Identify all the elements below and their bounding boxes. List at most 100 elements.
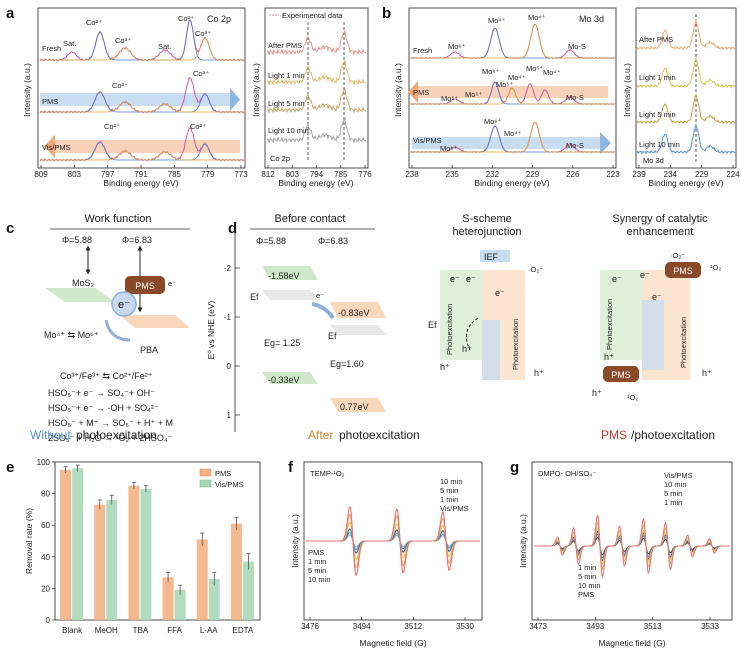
- panel-e-legend-vis-swatch: [199, 479, 212, 488]
- panel-e-ytick-label-4: 80: [41, 490, 50, 499]
- panel-b-x-tick-label-5: 223: [606, 170, 620, 179]
- panel-d-superoxide: ·O₂⁻: [528, 265, 543, 274]
- panel-g-xlabel: Magnetic field (G): [598, 638, 665, 648]
- panel-b2-xticks: 239 234 229 224: [632, 165, 740, 179]
- panel-d-synergy-h3: h⁺: [702, 368, 712, 378]
- panel-a-row-vispms: Vis/PMS: [42, 143, 71, 152]
- panel-a-vis-arrow-band: [55, 140, 240, 153]
- panel-f: f Intensity (a.u.) Magnetic field (G) TE…: [288, 459, 483, 648]
- panel-f-legend-top-2: 1 min: [440, 495, 458, 504]
- panel-a-x-tick-label-1: 803: [68, 170, 82, 179]
- panel-b2-trace-0: [636, 19, 736, 51]
- panel-f-title: TEMP-¹O₂: [310, 469, 345, 478]
- panel-f-legend-bottom-2: 5 min: [308, 566, 326, 575]
- panel-e-ytick-label-0: 0: [46, 616, 51, 625]
- panel-d-ylabel: E⁰ vs NHE (eV): [206, 301, 216, 360]
- panel-d-caption2-prefix: PMS: [601, 428, 627, 442]
- panel-e-xtick-label-5: EDTA: [233, 626, 254, 635]
- panel-a2-element-label: Co 2p: [270, 154, 290, 163]
- panel-b-row-pms: PMS: [413, 88, 429, 97]
- panel-b2-trace-1: [636, 57, 736, 89]
- panel-d-sscheme-interface: [482, 320, 500, 380]
- panel-g-x-tick-label-1: 3493: [586, 622, 604, 631]
- panel-c-pms-blob: [125, 276, 165, 294]
- panel-a2-spectra: [266, 29, 367, 145]
- panel-a-x-tick-label-6: 773: [234, 170, 248, 179]
- panel-c-eq2: HSO₅⁻+ e⁻ → ·OH + SO₄²⁻: [48, 403, 159, 413]
- panel-b-pms-arrow-band: [418, 86, 608, 98]
- panel-d-ef2: Ef: [328, 331, 337, 341]
- panel-a-annot-co3d: Co³⁺: [193, 69, 209, 78]
- panel-d-caption1-suffix: photoexcitation: [339, 428, 420, 442]
- panel-b-frame: [408, 7, 617, 169]
- panel-e-bar-vis-pms-5: [242, 561, 254, 620]
- panel-d-eg1: Eg= 1.25: [264, 338, 300, 348]
- panel-a-annot-co3b: Co³⁺: [195, 29, 211, 38]
- panel-a-x-tick-label-5: 779: [201, 170, 215, 179]
- panel-e-bar-pms-3: [162, 577, 174, 620]
- panel-e-xtick-label-4: L-AA: [200, 626, 218, 635]
- panel-e-ytick-label-2: 40: [41, 553, 50, 562]
- panel-b-vis-arrow-band: [412, 137, 602, 149]
- panel-b-pms-arrow-head: [408, 81, 418, 103]
- panel-b-spectra: [409, 23, 616, 154]
- panel-a: a Co 2p Intensity (a.u.) Binding energy …: [6, 5, 248, 188]
- panel-f-x-tick-label-0: 3476: [301, 622, 319, 631]
- panel-g-x-tick-label-2: 3513: [644, 622, 662, 631]
- panel-d-synergy-superoxide: ·O₂⁻: [670, 251, 685, 260]
- panel-b-fit-2-0: [410, 23, 615, 59]
- panel-b2-row-1: Light 1 min: [639, 73, 676, 82]
- panel-b-annot-mo4e: Mo⁴⁺: [504, 129, 522, 138]
- panel-d-synergy-photo1: Photoexcitation: [605, 299, 614, 350]
- panel-d-ef1-plane: [262, 290, 318, 300]
- panel-f-x-tick-label-3: 3530: [456, 622, 474, 631]
- panel-g: g Intensity (a.u.) Magnetic field (G) DM…: [510, 459, 733, 648]
- panel-g-traces: [534, 514, 730, 578]
- panel-d-synergy-pms-bottom: [603, 366, 639, 382]
- panel-c-caption-suffix: photoexcitation: [76, 428, 157, 442]
- panel-d-transfer-electron: e⁻: [316, 291, 324, 300]
- panel-a2-x-tick-label-1: 803: [286, 170, 300, 179]
- panel-d-sscheme-photo1: Photoexcitation: [445, 304, 454, 355]
- panel-d-caption1-prefix: After: [308, 428, 333, 442]
- panel-f-traces: [306, 506, 480, 576]
- panel-e: e Removal rate (%) 0 20 40 60 80 100 Blank MeOH…: [6, 458, 261, 635]
- panel-g-legend-bottom-1: 5 min: [578, 572, 596, 581]
- panel-a2-row-3: Light 10 min: [268, 126, 309, 135]
- panel-e-bar-vis-pms-4: [208, 578, 220, 620]
- panel-b-annot-mosc: Mo-S: [566, 141, 584, 150]
- panel-f-frame: [303, 461, 483, 621]
- panel-a-spectra: [39, 19, 245, 162]
- panel-b-annot-mosb: Mo-S: [566, 93, 584, 102]
- panel-d-synergy-singlet1: ¹O₂: [710, 263, 721, 272]
- panel-a-annot-co2: Co²⁺: [86, 18, 102, 27]
- panel-f-x-tick-label-2: 3512: [404, 622, 422, 631]
- panel-d-sscheme-photo2: Photoexcitation: [511, 319, 520, 370]
- panel-b2-spectra: [636, 19, 736, 155]
- panel-g-legend-top-2: 5 min: [664, 489, 682, 498]
- panel-c-mos2-label: MoS₂: [72, 278, 95, 288]
- panel-a-vis-arrow-head: [44, 135, 55, 158]
- panel-g-ylabel: Intensity (a.u.): [518, 514, 528, 568]
- panel-d: d -2 -1 0 1 E⁰ vs NHE (eV) Before contact Φ…: [206, 213, 721, 442]
- panel-c-pba-plane: [120, 315, 190, 328]
- panel-f-x-tick-label-1: 3494: [353, 622, 371, 631]
- panel-e-bar-pms-0: [60, 469, 72, 620]
- panel-e-bar-pms-4: [196, 539, 208, 620]
- panel-b2-x-tick-label-1: 234: [664, 170, 678, 179]
- panel-b2-row-3: Light 10 min: [639, 140, 680, 149]
- panel-d-transfer-arrow: [311, 302, 335, 320]
- panel-d-sscheme-e1: e⁻: [450, 274, 460, 284]
- panel-a2-ylabel: Intensity (a.u.): [251, 63, 261, 117]
- panel-d-eg2: Eg=1.60: [330, 359, 364, 369]
- panel-g-frame: [531, 461, 733, 621]
- panel-d-caption2-suffix: /photoexcitation: [631, 428, 715, 442]
- panel-d-mos2-vb: [262, 372, 318, 384]
- panel-d-sscheme-mos2-block: [440, 270, 482, 360]
- panel-a-row-fresh: Fresh: [42, 44, 61, 53]
- panel-g-x-tick-label-0: 3473: [529, 622, 547, 631]
- panel-f-trace-0: [306, 506, 480, 576]
- panel-c-redox2: Co³⁺/Fe³⁺ ⇆ Co²⁺/Fe²⁺: [60, 371, 153, 381]
